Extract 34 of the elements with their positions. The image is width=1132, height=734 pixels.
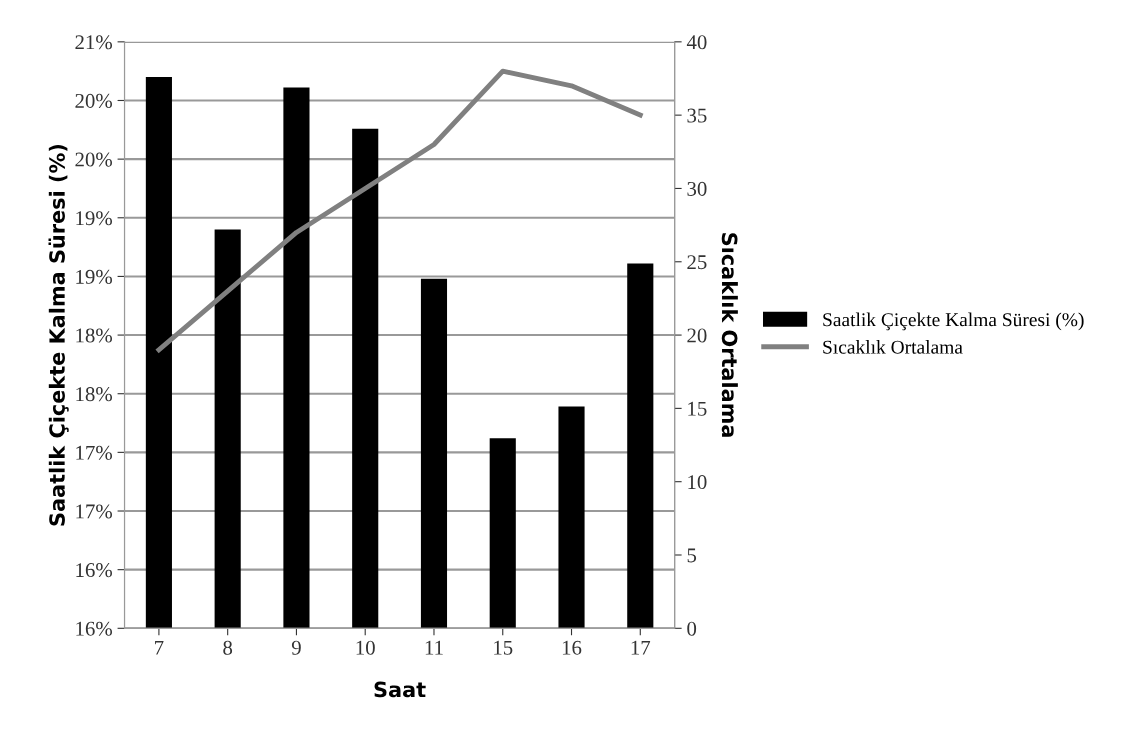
y-tick-label: 18% [76,328,112,343]
y-axis-title: Saatlik Çiçekte Kalma Süresi (%) [48,144,69,526]
y2-tick-label: 40 [686,35,707,50]
x-tick-label: 8 [223,640,233,655]
line-series [156,68,643,353]
y-tick-label: 17% [76,445,112,460]
x-axis-title: Saat [374,681,426,698]
y2-tick-label: 5 [687,548,697,563]
legend-label: Saatlik Çiçekte Kalma Süresi (%) [823,312,1084,331]
y-tick-label: 16% [76,563,112,578]
y-tick-label: 19% [76,211,112,226]
y-tick-label: 20% [75,93,112,108]
y2-tick-label: 20 [687,328,707,343]
y2-tick-label: 15 [688,401,707,416]
x-tick-label: 7 [155,640,164,655]
y-tick-label: 18% [76,387,112,402]
y2-tick-label: 35 [687,108,707,123]
y-tick-label: 19% [76,269,112,284]
y2-tick-label: 30 [687,181,707,196]
y-tick-label: 21% [75,35,112,50]
y-tick-label: 20% [75,152,112,167]
y2-tick-label: 25 [687,255,707,270]
x-tick-label: 16 [562,640,582,655]
y2-axis-title: Sıcaklık Ortalama [721,233,738,437]
x-tick-label: 11 [425,640,443,655]
y-tick-label: 17% [76,504,112,519]
y-tick-label: 16% [76,621,112,636]
y2-tick-label: 10 [688,475,707,490]
x-tick-label: 9 [291,640,301,655]
x-tick-label: 17 [631,640,651,655]
x-tick-label: 10 [356,640,375,655]
legend-label: Sıcaklık Ortalama [823,340,963,354]
x-tick-label: 15 [494,640,513,655]
y2-tick-label: 0 [687,621,697,636]
